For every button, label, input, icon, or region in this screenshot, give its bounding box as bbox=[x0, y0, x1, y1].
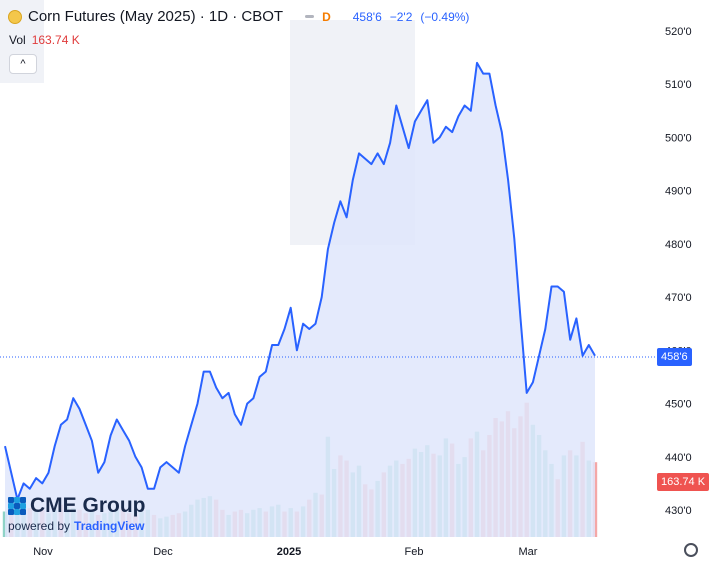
volume-label: Vol bbox=[9, 33, 26, 47]
y-axis: 520'0510'0500'0490'0480'0470'0460'0450'0… bbox=[665, 26, 692, 517]
y-tick-label: 450'0 bbox=[665, 399, 692, 411]
y-tick-label: 470'0 bbox=[665, 292, 692, 304]
y-tick-label: 430'0 bbox=[665, 505, 692, 517]
price-change: −2'2 bbox=[389, 9, 413, 24]
cme-globe-icon bbox=[8, 497, 26, 515]
powered-by-label: powered by bbox=[8, 519, 71, 533]
pane-dot-icon bbox=[305, 15, 315, 18]
x-tick-label: 2025 bbox=[277, 546, 301, 558]
y-tick-label: 440'0 bbox=[665, 452, 692, 464]
price-line bbox=[4, 61, 596, 501]
x-tick-label: Dec bbox=[153, 546, 173, 558]
price-area bbox=[5, 62, 595, 538]
chevron-up-icon: ^ bbox=[20, 58, 26, 70]
x-tick-label: Nov bbox=[33, 546, 53, 558]
volume-value: 163.74 K bbox=[31, 33, 80, 47]
last-price: 458'6 bbox=[352, 9, 382, 24]
volume-axis-badge: 163.74 K bbox=[657, 473, 710, 491]
y-tick-label: 500'0 bbox=[665, 132, 692, 144]
volume-legend: Vol 163.74 K bbox=[9, 33, 80, 47]
price-change-pct: (−0.49%) bbox=[420, 9, 470, 24]
y-tick-label: 510'0 bbox=[665, 79, 692, 91]
delayed-data-icon[interactable]: D bbox=[322, 9, 331, 24]
collapse-legend-button[interactable]: ^ bbox=[9, 54, 37, 74]
y-tick-label: 520'0 bbox=[665, 26, 692, 38]
cme-logo-text: CME Group bbox=[30, 494, 146, 517]
corn-coin-icon bbox=[8, 9, 22, 24]
x-axis: Nov Dec 2025 Feb Mar bbox=[33, 546, 538, 558]
chart-header: Corn Futures (May 2025) · 1D · CBOT D 45… bbox=[8, 8, 469, 25]
y-tick-label: 490'0 bbox=[665, 186, 692, 198]
y-tick-label: 480'0 bbox=[665, 239, 692, 251]
cme-logo[interactable]: CME Group bbox=[8, 494, 146, 518]
settings-gear-icon[interactable] bbox=[684, 543, 698, 557]
x-tick-label: Mar bbox=[519, 546, 538, 558]
symbol-title[interactable]: Corn Futures (May 2025) · 1D · CBOT bbox=[28, 8, 284, 25]
tradingview-label: TradingView bbox=[74, 519, 145, 533]
powered-by[interactable]: powered by TradingView bbox=[8, 519, 145, 533]
price-axis-badge: 458'6 bbox=[657, 348, 692, 366]
x-tick-label: Feb bbox=[405, 546, 424, 558]
